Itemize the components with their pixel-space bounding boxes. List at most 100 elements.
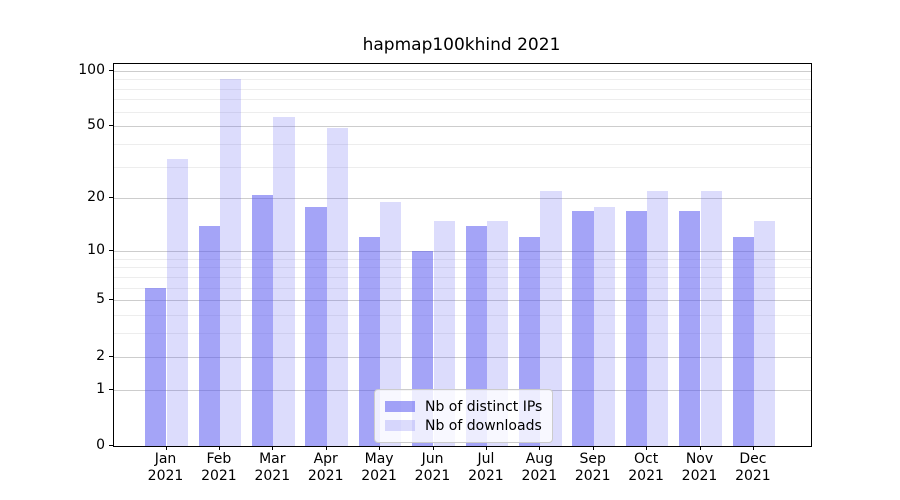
x-tick-mark bbox=[592, 446, 594, 450]
minor-gridline bbox=[114, 258, 811, 260]
x-tick-label: Dec 2021 bbox=[721, 451, 785, 485]
major-gridline bbox=[114, 356, 811, 358]
minor-gridline bbox=[114, 333, 811, 335]
x-tick-label: Apr 2021 bbox=[294, 451, 358, 485]
x-tick-year: 2021 bbox=[361, 468, 397, 484]
y-tick-label: 50 bbox=[87, 117, 105, 134]
y-tick-label: 5 bbox=[96, 291, 105, 308]
major-gridline bbox=[114, 70, 811, 72]
x-tick-mark bbox=[699, 446, 701, 450]
x-tick-month: Jan bbox=[154, 451, 177, 467]
bar-downloads-apr bbox=[326, 127, 349, 446]
x-tick-label: Oct 2021 bbox=[614, 451, 678, 485]
x-tick-year: 2021 bbox=[681, 468, 718, 484]
y-tick-mark bbox=[109, 388, 113, 390]
x-tick-year: 2021 bbox=[414, 468, 451, 484]
minor-gridline bbox=[114, 99, 811, 101]
y-tick-label: 100 bbox=[78, 61, 105, 78]
minor-gridline bbox=[114, 143, 811, 145]
x-tick-month: Nov bbox=[685, 451, 714, 467]
x-tick-month: Feb bbox=[206, 451, 232, 467]
x-tick-month: Jul bbox=[477, 451, 495, 467]
bar-downloads-aug bbox=[540, 190, 562, 446]
x-tick-mark bbox=[432, 446, 434, 450]
chart-title: hapmap100khind 2021 bbox=[362, 35, 561, 55]
bar-downloads-jan bbox=[166, 159, 188, 446]
bar-downloads-nov bbox=[700, 190, 722, 446]
x-tick-mark bbox=[379, 446, 381, 450]
major-gridline bbox=[114, 126, 811, 128]
x-tick-label: Sep 2021 bbox=[561, 451, 625, 485]
legend-entry-downloads: Nb of downloads bbox=[385, 416, 542, 435]
x-tick-label: Jan 2021 bbox=[134, 451, 198, 485]
x-tick-label: Nov 2021 bbox=[668, 451, 732, 485]
bar-distinct-ips-jan bbox=[145, 287, 167, 446]
y-tick-mark bbox=[109, 445, 113, 446]
x-tick-year: 2021 bbox=[735, 468, 771, 484]
x-tick-mark bbox=[165, 446, 167, 450]
x-tick-year: 2021 bbox=[254, 468, 291, 484]
x-tick-year: 2021 bbox=[521, 468, 558, 484]
x-tick-month: Mar bbox=[259, 451, 286, 467]
x-tick-label: Jul 2021 bbox=[454, 451, 518, 485]
bar-distinct-ips-mar bbox=[251, 194, 274, 446]
x-tick-label: Mar 2021 bbox=[240, 451, 304, 485]
x-tick-month: May bbox=[364, 451, 394, 467]
bar-distinct-ips-dec bbox=[732, 237, 754, 446]
x-tick-mark bbox=[646, 446, 648, 450]
y-tick-label: 0 bbox=[96, 437, 105, 453]
legend-label-distinct-ips: Nb of distinct IPs bbox=[425, 398, 543, 415]
bar-downloads-may bbox=[380, 202, 402, 446]
x-tick-label: Feb 2021 bbox=[187, 451, 251, 485]
x-tick-label: Aug 2021 bbox=[507, 451, 571, 485]
y-tick-mark bbox=[109, 355, 113, 357]
minor-gridline bbox=[114, 267, 811, 269]
bar-downloads-mar bbox=[273, 117, 295, 446]
x-tick-label: Jun 2021 bbox=[401, 451, 465, 485]
minor-gridline bbox=[114, 88, 811, 90]
x-tick-month: Dec bbox=[739, 451, 767, 467]
minor-gridline bbox=[114, 166, 811, 168]
x-tick-mark bbox=[325, 446, 327, 450]
x-tick-month: Aug bbox=[525, 451, 553, 467]
bar-downloads-dec bbox=[753, 220, 776, 446]
x-tick-year: 2021 bbox=[201, 468, 237, 484]
bar-distinct-ips-apr bbox=[305, 206, 327, 446]
plot-area bbox=[113, 63, 812, 447]
y-tick-mark bbox=[109, 197, 113, 199]
minor-gridline bbox=[114, 276, 811, 278]
minor-gridline bbox=[114, 79, 811, 81]
x-tick-year: 2021 bbox=[147, 468, 184, 484]
legend-swatch-downloads bbox=[385, 420, 415, 431]
x-tick-year: 2021 bbox=[468, 468, 504, 484]
minor-gridline bbox=[114, 315, 811, 317]
minor-gridline bbox=[114, 287, 811, 289]
x-tick-label: May 2021 bbox=[347, 451, 411, 485]
x-tick-month: Jun bbox=[421, 451, 444, 467]
x-tick-month: Sep bbox=[579, 451, 606, 467]
x-tick-year: 2021 bbox=[574, 468, 611, 484]
y-tick-mark bbox=[109, 249, 113, 251]
bar-downloads-oct bbox=[647, 190, 669, 446]
x-tick-year: 2021 bbox=[628, 468, 664, 484]
x-tick-mark bbox=[539, 446, 541, 450]
y-tick-label: 2 bbox=[96, 347, 105, 364]
y-tick-label: 20 bbox=[87, 189, 105, 206]
y-tick-mark bbox=[109, 299, 113, 301]
x-tick-mark bbox=[485, 446, 487, 450]
major-gridline bbox=[114, 198, 811, 200]
x-tick-year: 2021 bbox=[307, 468, 344, 484]
bar-distinct-ips-sep bbox=[572, 210, 594, 446]
x-tick-month: Apr bbox=[313, 451, 338, 467]
y-tick-mark bbox=[109, 125, 113, 127]
bar-distinct-ips-feb bbox=[198, 225, 220, 446]
bar-downloads-sep bbox=[593, 206, 616, 446]
legend-entry-distinct-ips: Nb of distinct IPs bbox=[385, 397, 542, 416]
legend-swatch-distinct-ips bbox=[385, 401, 415, 412]
bar-downloads-feb bbox=[219, 79, 242, 446]
y-tick-label: 1 bbox=[96, 380, 105, 397]
x-tick-month: Oct bbox=[633, 451, 659, 467]
major-gridline bbox=[114, 300, 811, 302]
major-gridline bbox=[114, 250, 811, 252]
